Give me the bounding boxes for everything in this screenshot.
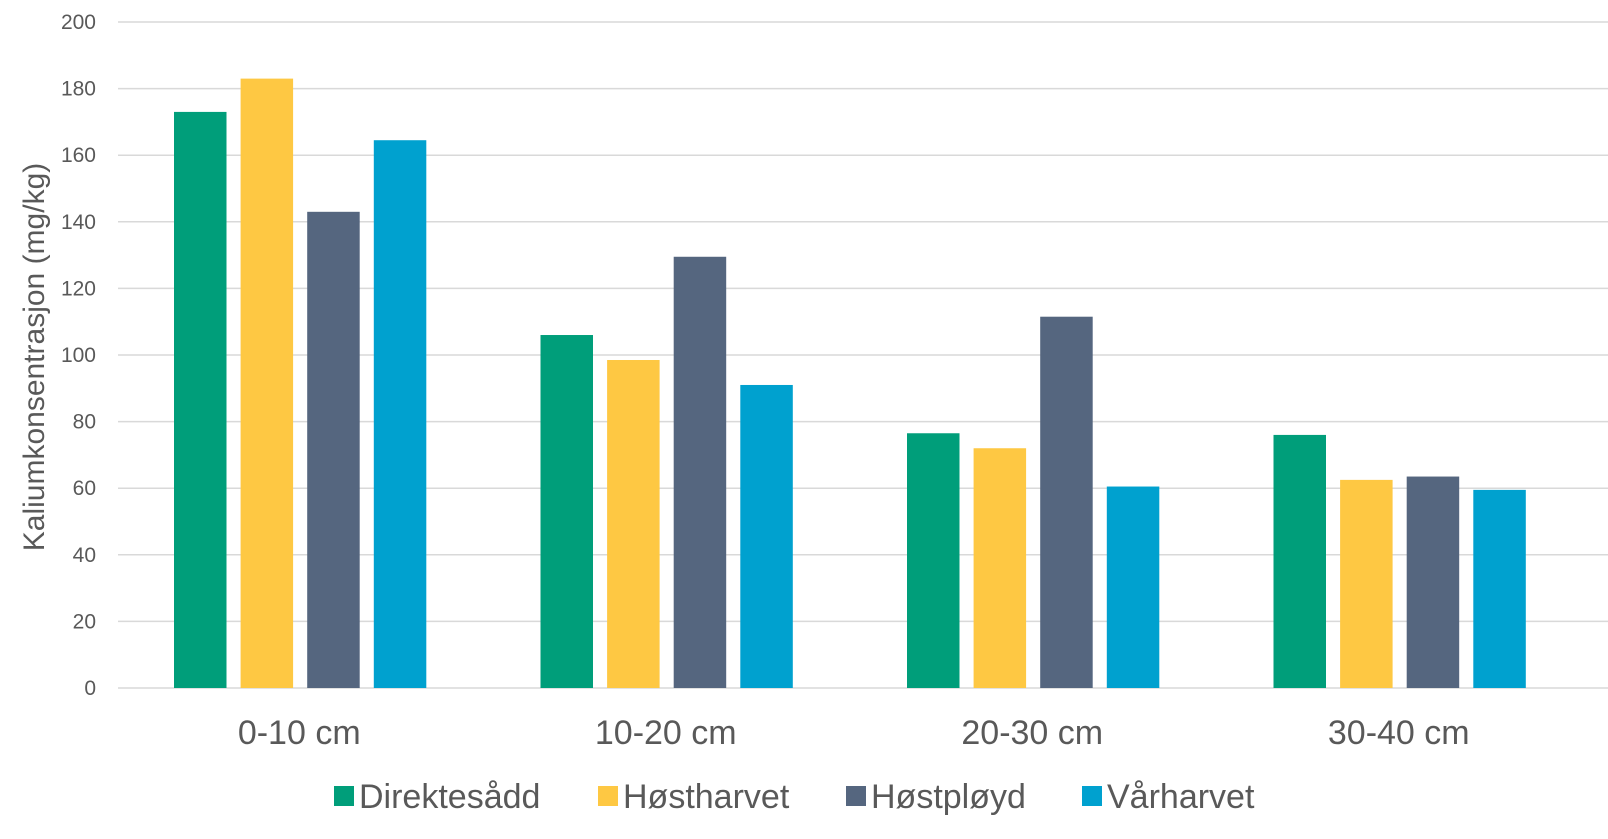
y-tick-label: 200 — [61, 11, 96, 34]
y-tick-label: 120 — [61, 277, 96, 300]
x-category-label: 30-40 cm — [1328, 714, 1470, 752]
legend-swatch — [598, 786, 618, 806]
gridlines — [118, 21, 1608, 689]
y-axis-ticks: 0 20 40 60 80 100 120 140 160 180 200 — [61, 11, 96, 700]
x-category-label: 20-30 cm — [961, 714, 1103, 752]
bar — [1340, 479, 1393, 688]
y-tick-label: 0 — [84, 677, 96, 700]
y-tick-label: 60 — [73, 477, 96, 500]
legend-label: Direktesådd — [359, 778, 540, 816]
y-tick-label: 20 — [73, 610, 96, 633]
x-axis-categories: 0-10 cm 10-20 cm 20-30 cm 30-40 cm — [238, 714, 1470, 752]
bar — [307, 211, 360, 688]
legend-item: Direktesådd — [334, 778, 540, 816]
bar — [1106, 486, 1160, 688]
bar — [1273, 434, 1326, 688]
x-category-label: 10-20 cm — [595, 714, 737, 752]
legend-swatch — [334, 786, 354, 806]
y-tick-label: 160 — [61, 144, 96, 167]
bar — [174, 111, 227, 688]
bar — [973, 448, 1027, 688]
legend-swatch — [846, 786, 866, 806]
bar — [673, 256, 727, 688]
bar — [540, 335, 593, 688]
legend: Direktesådd Høstharvet Høstpløyd Vårharvet — [334, 778, 1255, 816]
legend-item: Høstharvet — [598, 778, 790, 816]
bar — [373, 140, 427, 689]
bar — [1473, 489, 1526, 688]
legend-label: Høstharvet — [623, 778, 790, 816]
y-tick-label: 40 — [73, 544, 96, 567]
x-category-label: 0-10 cm — [238, 714, 361, 752]
y-tick-label: 100 — [61, 344, 96, 367]
bar — [907, 433, 960, 688]
bar — [740, 384, 793, 688]
y-tick-label: 180 — [61, 78, 96, 101]
legend-item: Vårharvet — [1082, 778, 1255, 816]
bar — [240, 78, 294, 689]
legend-label: Vårharvet — [1107, 778, 1255, 816]
legend-item: Høstpløyd — [846, 778, 1026, 816]
y-tick-label: 80 — [73, 411, 96, 434]
bars — [174, 78, 1526, 689]
bar — [607, 359, 660, 688]
legend-swatch — [1082, 786, 1102, 806]
bar — [1040, 316, 1093, 688]
y-tick-label: 140 — [61, 211, 96, 234]
legend-label: Høstpløyd — [871, 778, 1026, 816]
bar — [1406, 476, 1460, 688]
y-axis-title: Kaliumkonsentrasjon (mg/kg) — [18, 163, 51, 552]
